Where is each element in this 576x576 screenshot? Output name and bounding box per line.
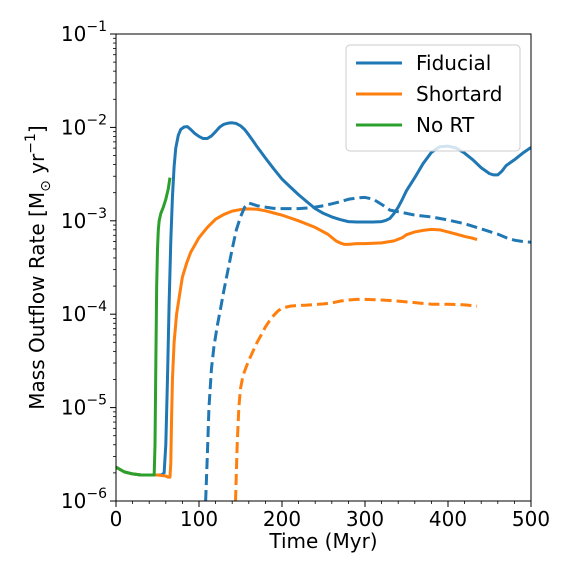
- y-tick-label: 10−5: [61, 393, 107, 420]
- legend-label-no-rt: No RT: [416, 113, 475, 137]
- y-tick-label: 10−4: [61, 299, 107, 326]
- y-tick-label: 10−2: [61, 112, 107, 139]
- y-tick-label: 10−3: [61, 206, 107, 233]
- x-axis-title: Time (Myr): [268, 529, 377, 553]
- y-tick-label: 10−6: [61, 486, 107, 513]
- x-tick-label: 500: [512, 507, 550, 531]
- legend-label-fiducial: Fiducial: [416, 51, 491, 75]
- legend-label-shortard: Shortard: [416, 82, 503, 106]
- x-tick-label: 300: [346, 507, 384, 531]
- x-tick-label: 400: [429, 507, 467, 531]
- series-line-shortard-dashed: [234, 297, 478, 501]
- x-tick-label: 200: [263, 507, 301, 531]
- y-tick-label: 10−1: [61, 19, 107, 46]
- x-tick-label: 0: [110, 507, 123, 531]
- series-line-fiducial-dashed: [204, 195, 531, 501]
- legend: Fiducial Shortard No RT: [345, 44, 521, 152]
- x-tick-label: 100: [180, 507, 218, 531]
- ticks-group: 0 100 200 300 400 500 10−6 10−5 10−4 10−3 10−2 10−1: [61, 19, 550, 531]
- plot-frame: [115, 33, 532, 502]
- series-line-no-rt-solid: [116, 177, 172, 477]
- y-axis-title: Mass Outflow Rate [M⊙ yr−1]: [23, 125, 54, 409]
